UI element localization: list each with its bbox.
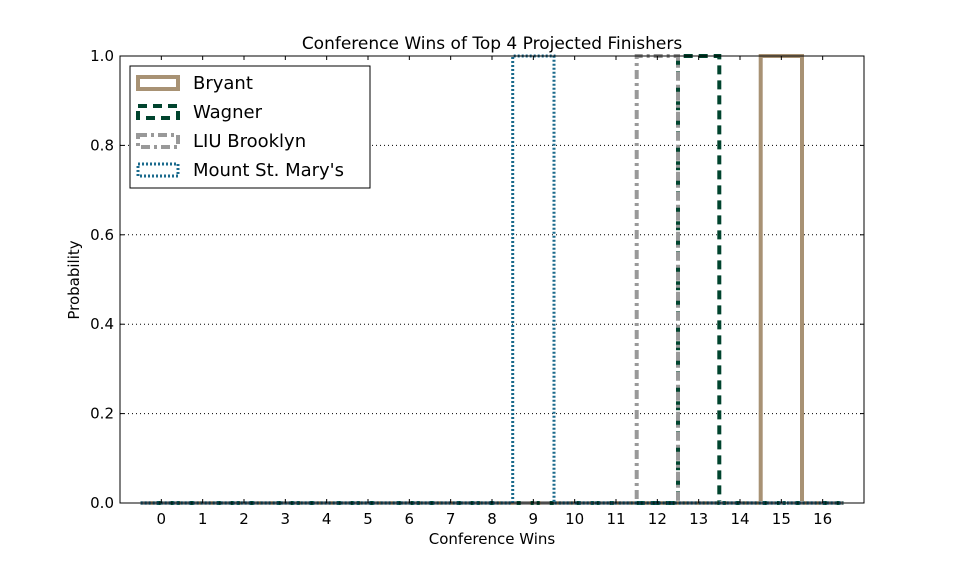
y-tick-label: 0.0	[90, 494, 114, 512]
legend-swatch	[136, 75, 180, 91]
x-axis-label: Conference Wins	[429, 530, 556, 548]
legend-swatch	[136, 162, 180, 178]
ticks: 0 1 2 3 4 5 6 7 8 9 10 11 12 13 14 15 160.00.20.40.60.81…	[90, 47, 864, 528]
x-tick-label: 2	[239, 510, 249, 528]
x-tick-label: 16	[813, 510, 832, 528]
y-axis-label: Probability	[65, 240, 83, 319]
x-tick-label: 8	[487, 510, 497, 528]
x-tick-label: 7	[446, 510, 456, 528]
legend-label: Bryant	[193, 73, 253, 94]
legend-box	[129, 65, 371, 189]
legend-swatch	[136, 133, 180, 149]
y-tick-label: 0.2	[90, 405, 114, 423]
x-tick-label: 11	[606, 510, 625, 528]
y-tick-label: 0.4	[90, 315, 114, 333]
legend-label: Mount St. Mary's	[193, 160, 344, 181]
x-tick-label: 5	[363, 510, 373, 528]
legend-label: LIU Brooklyn	[193, 131, 306, 152]
y-tick-label: 0.8	[90, 136, 114, 154]
y-tick-label: 1.0	[90, 47, 114, 65]
x-tick-label: 6	[405, 510, 415, 528]
x-tick-label: 12	[648, 510, 667, 528]
x-tick-label: 1	[198, 510, 208, 528]
chart-title: Conference Wins of Top 4 Projected Finis…	[302, 34, 683, 54]
legend-label: Wagner	[193, 102, 263, 123]
x-tick-label: 10	[565, 510, 584, 528]
x-tick-label: 3	[281, 510, 291, 528]
legend: Bryant Wagner LIU Brooklyn Mount St. Mary's	[129, 65, 371, 189]
x-tick-label: 13	[689, 510, 708, 528]
x-tick-label: 14	[730, 510, 749, 528]
x-tick-label: 0	[157, 510, 167, 528]
y-tick-label: 0.6	[90, 226, 114, 244]
x-tick-label: 15	[772, 510, 791, 528]
legend-swatch	[136, 104, 180, 120]
x-tick-label: 4	[322, 510, 332, 528]
x-tick-label: 9	[529, 510, 539, 528]
